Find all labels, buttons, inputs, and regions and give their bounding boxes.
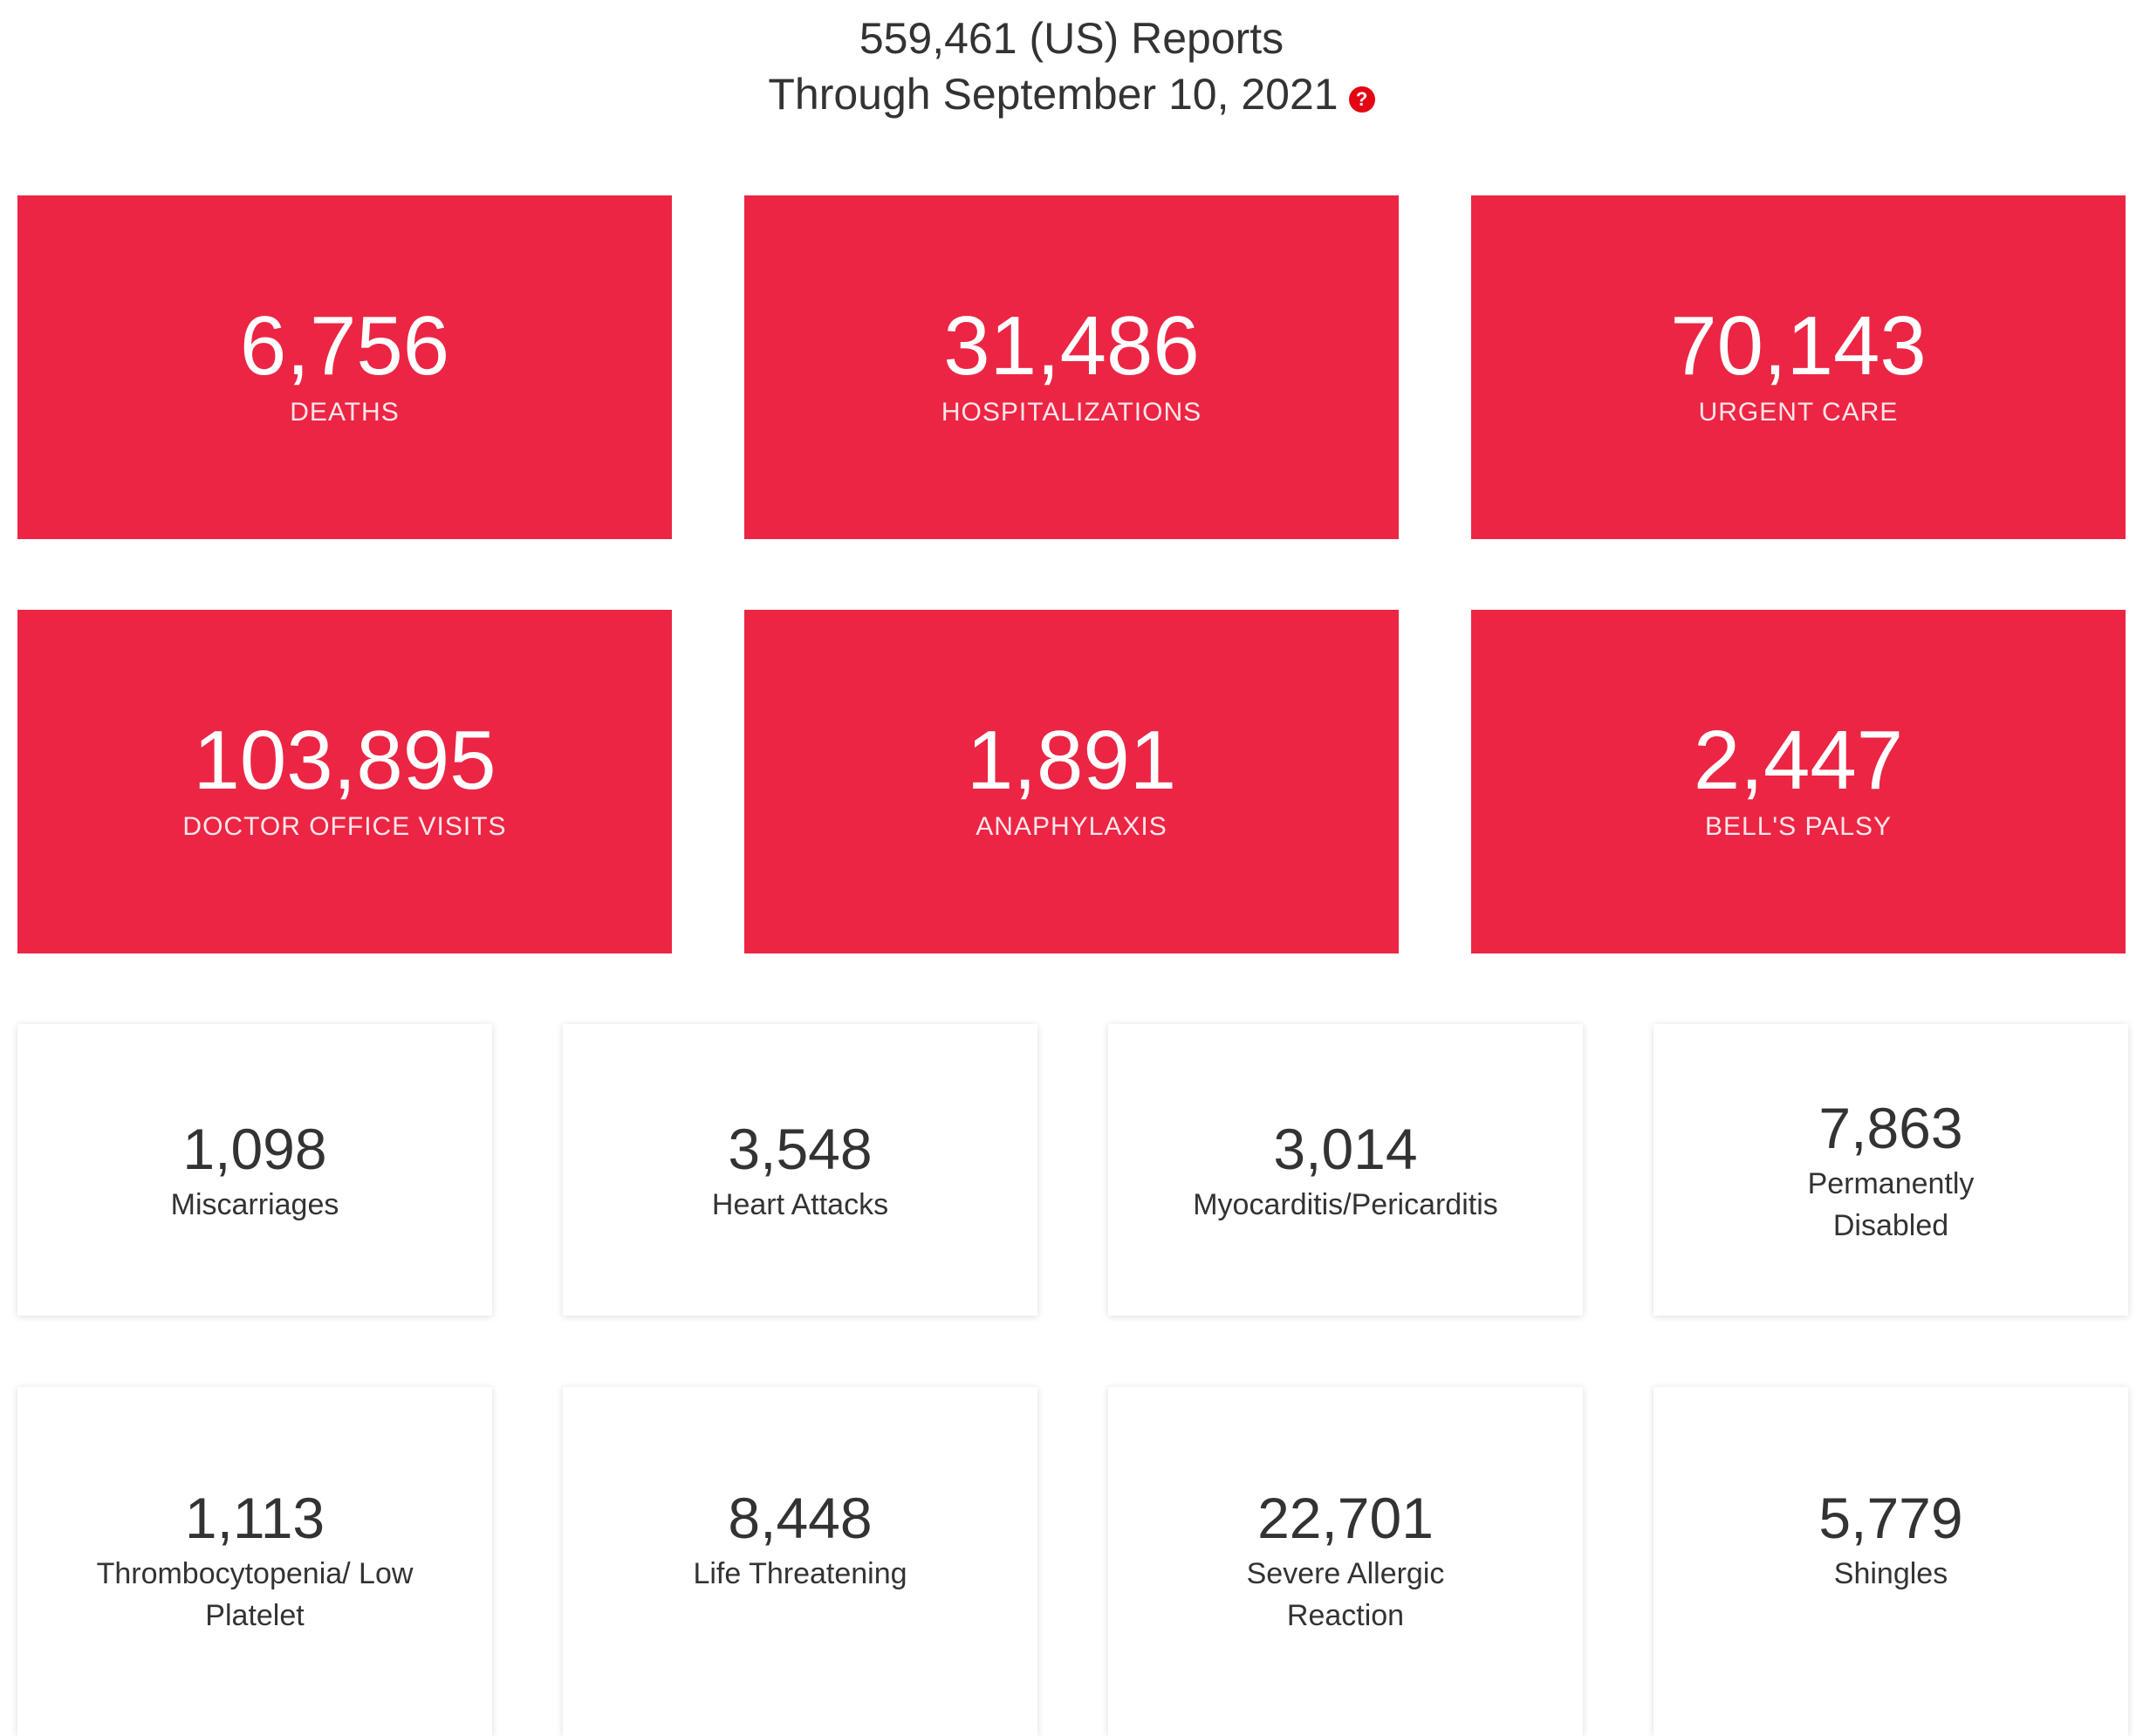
stat-value: 5,779 [1818,1486,1963,1550]
stat-label: URGENT CARE [1698,398,1899,427]
stat-value: 1,098 [182,1117,327,1181]
stat-value: 103,895 [193,714,496,807]
report-header: 559,461 (US) Reports Through September 1… [0,10,2143,122]
stat-card-life-threatening: 8,448 Life Threatening [563,1387,1037,1736]
stat-card-severe-allergic-reaction: 22,701 Severe Allergic Reaction [1108,1387,1583,1736]
stat-value: 8,448 [728,1486,873,1550]
stat-card-shingles: 5,779 Shingles [1653,1387,2128,1736]
stat-card-bells-palsy: 2,447 BELL'S PALSY [1471,610,2126,953]
through-date-subtitle: Through September 10, 2021? [0,66,2143,122]
stat-label: ANAPHYLAXIS [976,812,1167,841]
stat-value: 31,486 [943,299,1200,393]
stat-value: 3,014 [1273,1117,1418,1181]
through-date-text: Through September 10, 2021 [768,70,1339,119]
reports-count-title: 559,461 (US) Reports [859,14,1284,63]
stat-card-heart-attacks: 3,548 Heart Attacks [563,1024,1037,1316]
stat-label: BELL'S PALSY [1705,812,1892,841]
stat-label: Heart Attacks [711,1188,889,1221]
stat-card-urgent-care: 70,143 URGENT CARE [1471,195,2126,539]
stat-card-anaphylaxis: 1,891 ANAPHYLAXIS [744,610,1399,953]
stat-label: Shingles [1833,1557,1948,1590]
stat-value: 2,447 [1693,714,1904,807]
stat-card-permanently-disabled: 7,863 Permanently Disabled [1653,1024,2128,1316]
stat-card-doctor-office-visits: 103,895 DOCTOR OFFICE VISITS [17,610,672,953]
stat-label: HOSPITALIZATIONS [941,398,1202,427]
stat-label: DOCTOR OFFICE VISITS [182,812,507,841]
stat-value: 1,113 [184,1486,325,1550]
stat-card-hospitalizations: 31,486 HOSPITALIZATIONS [744,195,1399,539]
stat-value: 1,891 [966,714,1177,807]
stat-card-deaths: 6,756 DEATHS [17,195,672,539]
stat-label: Thrombocytopenia/ Low Platelet [96,1557,414,1632]
stat-value: 6,756 [239,299,450,393]
stat-label: Severe Allergic Reaction [1246,1557,1445,1632]
stat-card-myocarditis-pericarditis: 3,014 Myocarditis/Pericarditis [1108,1024,1583,1316]
stat-label: Life Threatening [693,1557,907,1590]
stat-value: 7,863 [1818,1096,1963,1160]
stat-card-thrombocytopenia: 1,113 Thrombocytopenia/ Low Platelet [17,1387,492,1736]
stat-label: Permanently Disabled [1807,1167,1975,1242]
stat-value: 70,143 [1670,299,1927,393]
stat-label: Miscarriages [170,1188,339,1221]
stat-value: 3,548 [728,1117,873,1181]
question-circle-icon[interactable]: ? [1348,85,1375,113]
stat-label: Myocarditis/Pericarditis [1193,1188,1498,1221]
stat-label: DEATHS [290,398,400,427]
stat-card-miscarriages: 1,098 Miscarriages [17,1024,492,1316]
stat-value: 22,701 [1257,1486,1434,1550]
